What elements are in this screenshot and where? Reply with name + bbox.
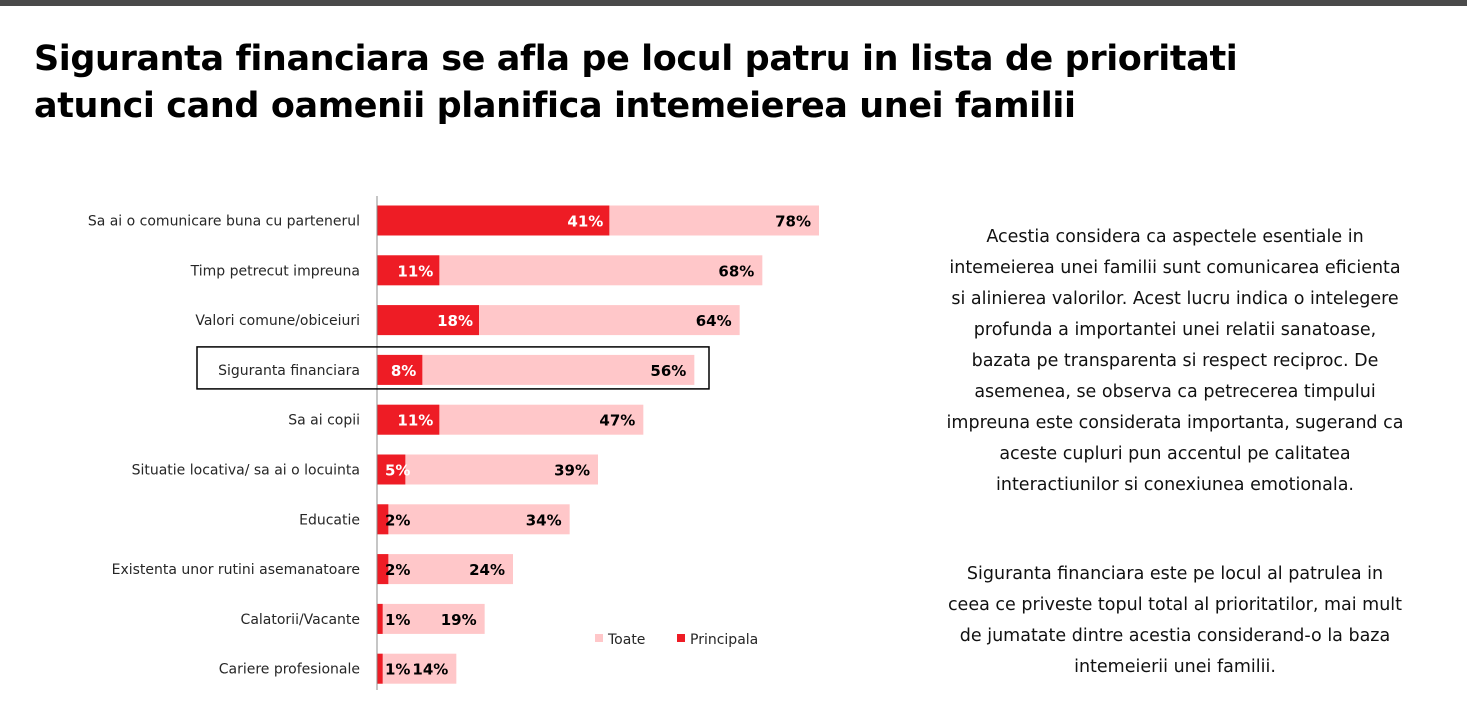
bar-principala <box>377 554 389 585</box>
data-label-toate: 19% <box>441 611 477 629</box>
data-label-principala: 5% <box>385 462 410 480</box>
bar-principala <box>377 305 479 336</box>
category-label: Cariere profesionale <box>219 662 360 678</box>
data-label-principala: 11% <box>397 412 433 430</box>
data-label-toate: 68% <box>718 262 754 280</box>
data-label-principala: 18% <box>437 312 473 330</box>
legend-label-toate: Toate <box>607 632 645 648</box>
legend-label-principala: Principala <box>690 632 758 648</box>
data-label-principala: 41% <box>567 213 603 231</box>
data-label-toate: 14% <box>412 661 448 679</box>
bar-toate <box>377 603 485 634</box>
data-label-principala: 2% <box>385 511 410 529</box>
legend-swatch-principala <box>677 634 685 642</box>
bar-principala <box>377 404 440 435</box>
page-title: Siguranta financiara se afla pe locul pa… <box>34 39 1238 126</box>
highlight-box <box>196 346 710 390</box>
bar-toate <box>377 454 598 485</box>
bar-principala <box>377 205 610 236</box>
bar-toate <box>377 504 570 535</box>
bar-principala <box>377 653 383 684</box>
data-label-toate: 64% <box>696 312 732 330</box>
summary-paragraph-1: Acestia considera ca aspectele esentiale… <box>946 227 1404 495</box>
data-label-toate: 47% <box>599 412 635 430</box>
bar-toate <box>377 653 457 684</box>
data-label-toate: 39% <box>554 462 590 480</box>
bar-principala <box>377 454 406 485</box>
category-label: Educatie <box>299 512 360 528</box>
data-label-principala: 11% <box>397 262 433 280</box>
data-label-principala: 1% <box>385 611 410 629</box>
category-label: Situatie locativa/ sa ai o locuinta <box>132 463 360 479</box>
bar-principala <box>377 504 389 535</box>
category-label: Calatorii/Vacante <box>241 612 360 628</box>
bar-principala <box>377 603 383 634</box>
category-label: Siguranta financiara <box>218 363 360 379</box>
category-label: Sa ai copii <box>288 413 360 429</box>
bar-principala <box>377 354 423 385</box>
top-bar <box>0 0 1467 6</box>
bar-chart: Sa ai o comunicare buna cu partenerul 78%… <box>88 196 819 690</box>
data-label-toate: 78% <box>775 213 811 231</box>
data-label-principala: 1% <box>385 661 410 679</box>
data-label-toate: 24% <box>469 561 505 579</box>
bar-principala <box>377 255 440 286</box>
bar-toate <box>377 354 695 385</box>
category-label: Valori comune/obiceiuri <box>195 313 360 329</box>
data-label-toate: 56% <box>650 362 686 380</box>
data-label-toate: 34% <box>526 511 562 529</box>
data-label-principala: 2% <box>385 561 410 579</box>
category-label: Existenta unor rutini asemanatoare <box>112 562 360 578</box>
category-label: Timp petrecut impreuna <box>190 263 360 279</box>
legend-swatch-toate <box>595 634 603 642</box>
category-label: Sa ai o comunicare buna cu partenerul <box>88 214 360 230</box>
bar-toate <box>377 554 513 585</box>
summary-paragraph-2: Siguranta financiara este pe locul al pa… <box>947 564 1403 677</box>
data-label-principala: 8% <box>391 362 416 380</box>
bar-toate <box>377 255 763 286</box>
